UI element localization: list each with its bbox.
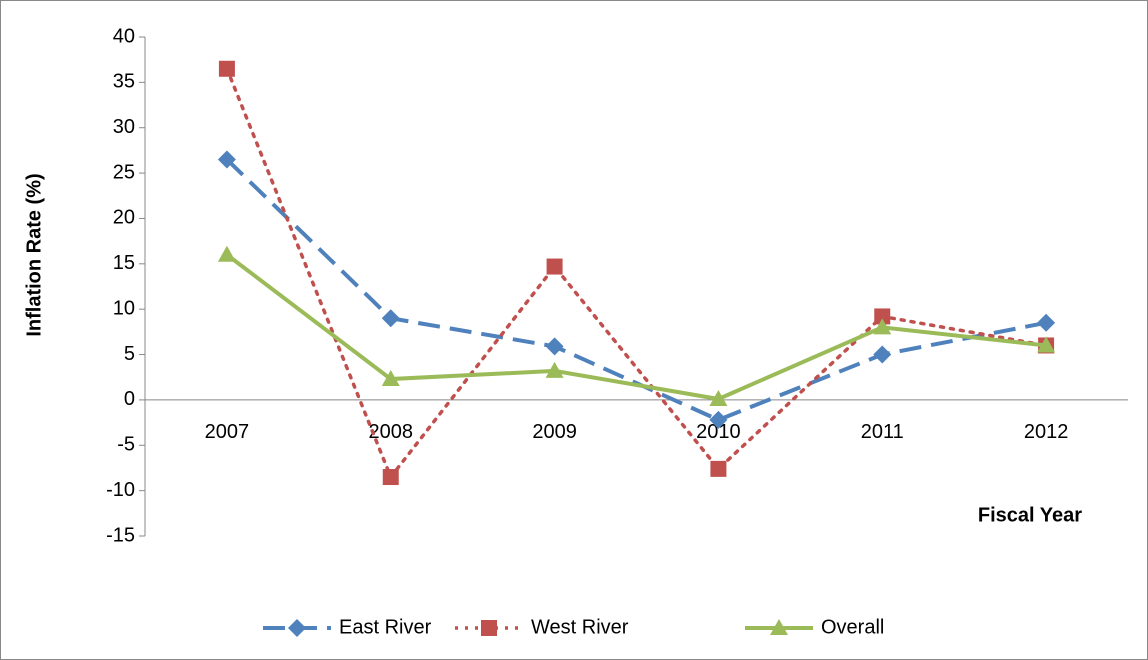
legend-label: East River: [339, 616, 432, 638]
marker: [218, 60, 235, 77]
marker: [217, 150, 236, 169]
legend-marker: [481, 620, 497, 636]
y-tick-label: -15: [106, 524, 135, 546]
x-tick-label: 2007: [205, 421, 250, 443]
marker: [874, 308, 891, 325]
y-tick-label: 35: [113, 71, 135, 93]
x-tick-label: 2009: [532, 421, 577, 443]
y-tick-label: -10: [106, 479, 135, 501]
marker: [382, 469, 399, 486]
y-tick-label: 5: [124, 343, 135, 365]
marker: [381, 370, 400, 387]
y-tick-label: 0: [124, 388, 135, 410]
y-tick-label: 40: [113, 25, 135, 47]
legend-label: Overall: [821, 616, 884, 638]
marker: [217, 245, 236, 262]
y-tick-label: -5: [117, 434, 135, 456]
series-line: [225, 67, 1048, 481]
y-tick-label: 15: [113, 252, 135, 274]
y-axis-title: Inflation Rate (%): [23, 173, 45, 336]
marker: [709, 410, 728, 429]
marker: [710, 460, 727, 477]
marker: [381, 309, 400, 328]
marker: [1037, 313, 1056, 332]
y-tick-label: 10: [113, 297, 135, 319]
y-tick-label: 20: [113, 207, 135, 229]
x-tick-label: 2012: [1024, 421, 1069, 443]
x-tick-label: 2008: [369, 421, 414, 443]
marker: [546, 258, 563, 275]
x-tick-label: 2011: [861, 421, 904, 443]
legend-marker: [770, 619, 788, 635]
y-tick-label: 30: [113, 116, 135, 138]
marker: [1037, 336, 1056, 353]
x-tick-label: 2010: [696, 421, 741, 443]
marker: [873, 318, 892, 335]
y-tick-label: 25: [113, 161, 135, 183]
marker: [873, 345, 892, 364]
series-line: [225, 253, 1047, 402]
marker: [545, 361, 564, 378]
x-axis-title: Fiscal Year: [978, 504, 1082, 526]
marker: [545, 337, 564, 356]
legend-marker: [288, 619, 306, 637]
legend-label: West River: [531, 616, 629, 638]
marker: [709, 390, 728, 407]
